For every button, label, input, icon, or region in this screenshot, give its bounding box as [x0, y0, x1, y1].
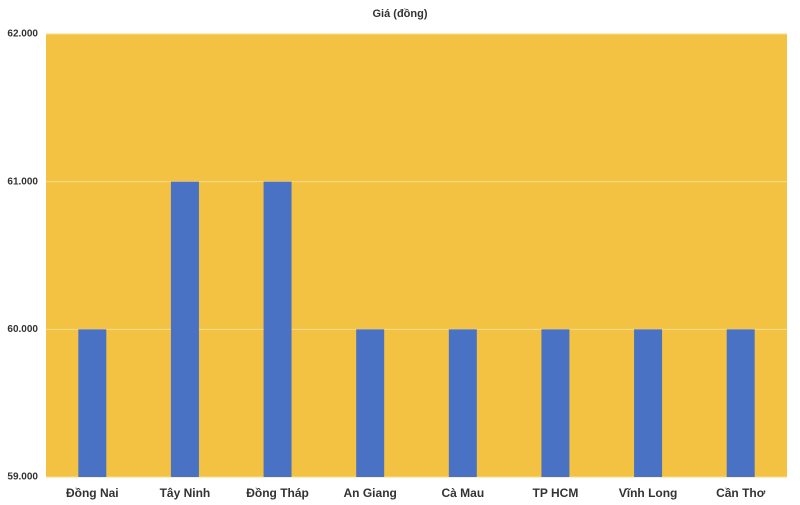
x-tick-label: TP HCM [533, 486, 579, 500]
x-tick-label: Vĩnh Long [619, 486, 678, 500]
bar [78, 329, 107, 477]
chart-title: Giá (đồng) [373, 8, 428, 20]
bar [634, 329, 663, 477]
x-tick-label: Cần Thơ [716, 486, 766, 500]
x-tick-label: Đồng Tháp [246, 486, 309, 500]
bar [541, 329, 570, 477]
y-tick-label: 59.000 [7, 472, 38, 483]
y-tick-label: 60.000 [7, 324, 38, 335]
bar [263, 181, 292, 477]
y-tick-label: 61.000 [7, 176, 38, 187]
bar [356, 329, 385, 477]
plot-area [46, 34, 787, 477]
bar [448, 329, 477, 477]
x-tick-label: Tây Ninh [160, 486, 211, 500]
x-tick-label: Cà Mau [441, 486, 484, 500]
x-tick-label: An Giang [344, 486, 397, 500]
y-tick-label: 62.000 [7, 29, 38, 40]
bar [170, 181, 199, 477]
x-tick-label: Đồng Nai [66, 486, 119, 500]
bar [726, 329, 755, 477]
